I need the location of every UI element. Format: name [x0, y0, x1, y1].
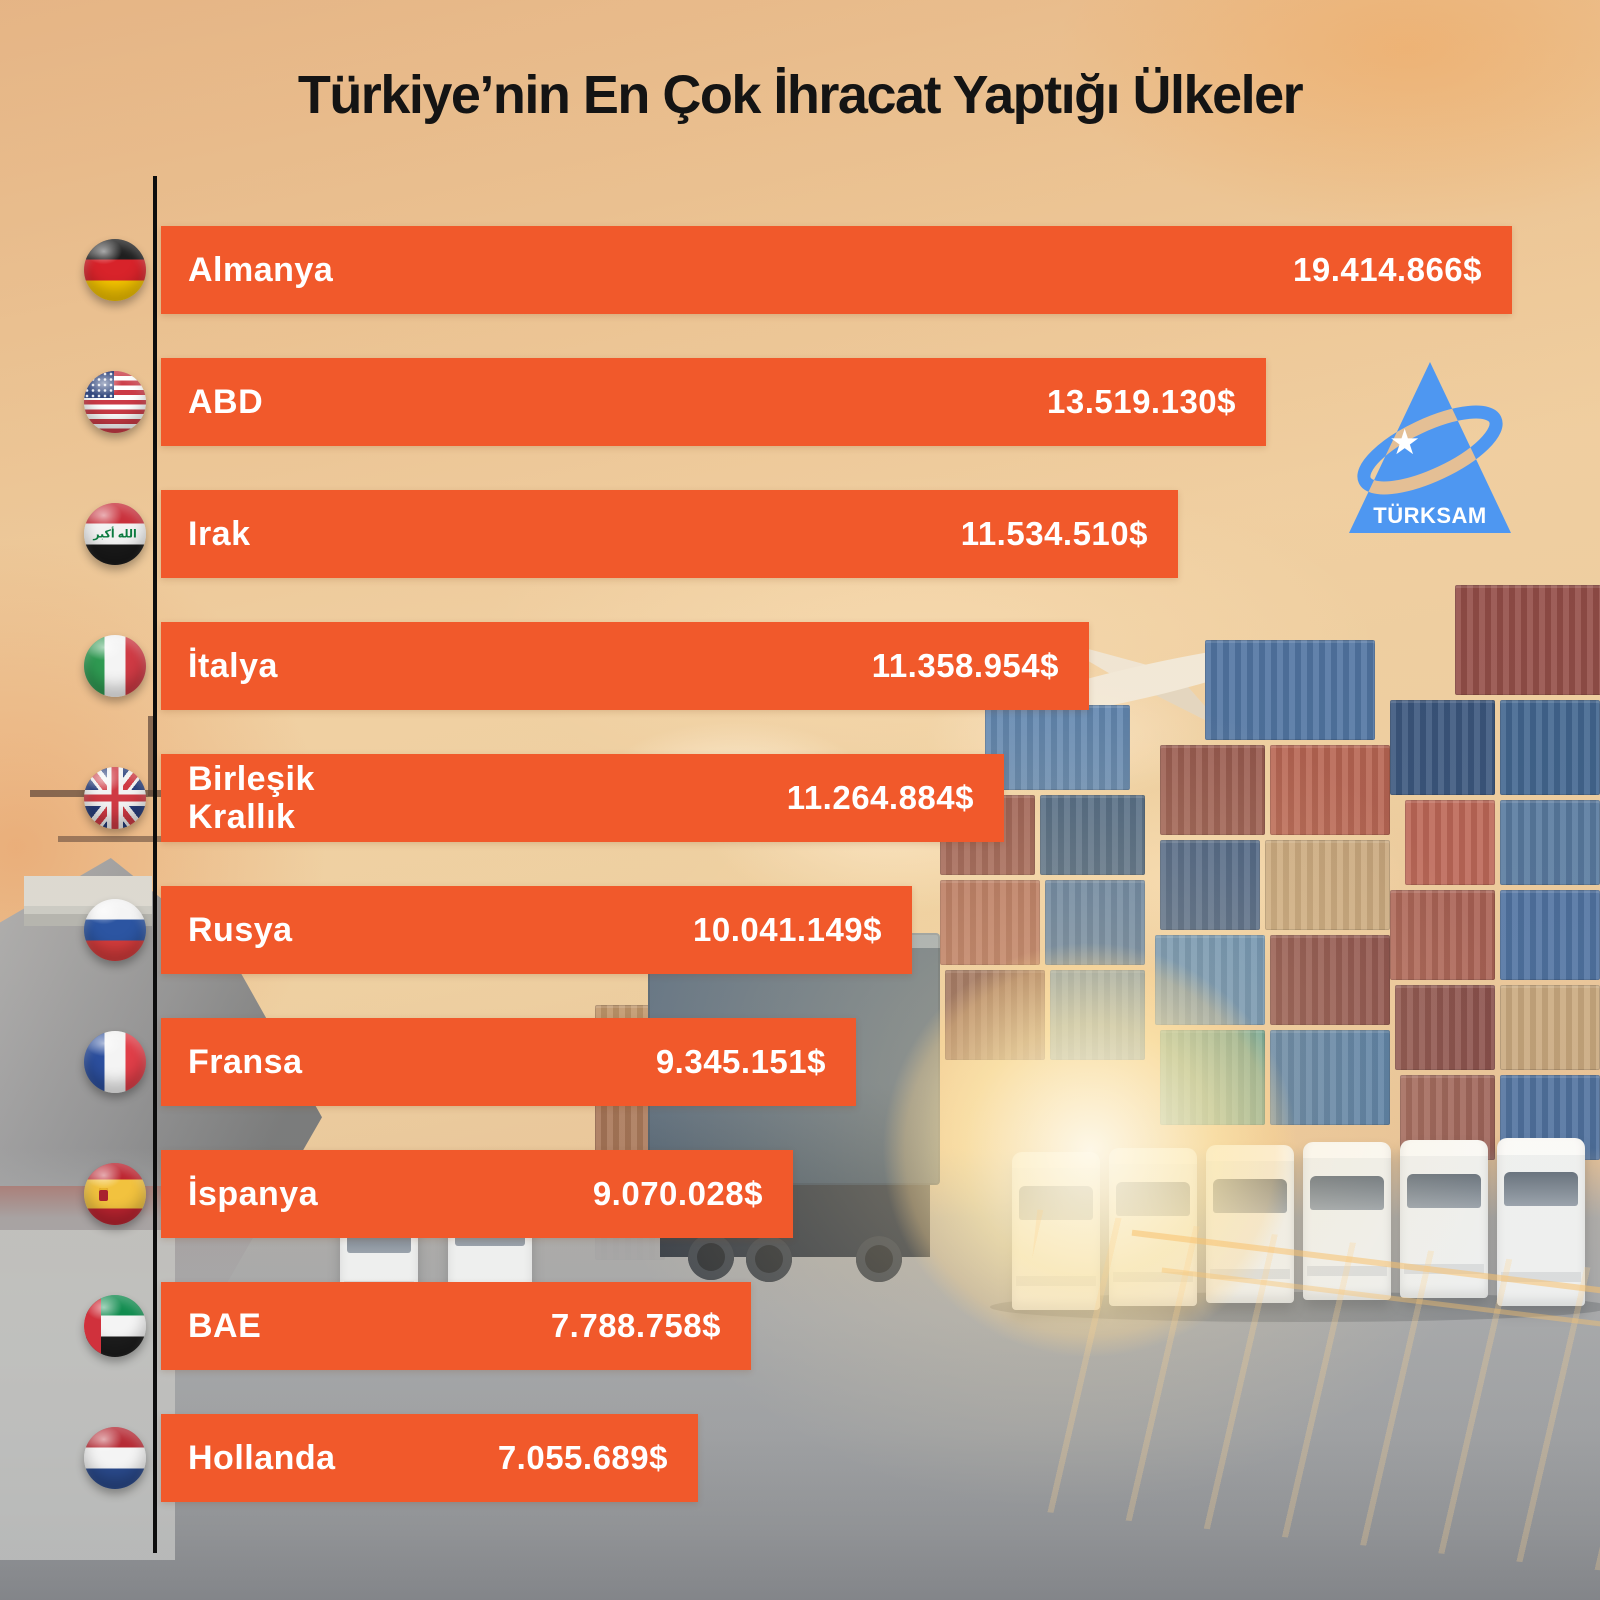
flag-spain-icon	[84, 1163, 146, 1225]
water-dock	[0, 1230, 175, 1560]
flag-usa-icon	[84, 371, 146, 433]
bar: Fransa 9.345.151$	[161, 1018, 856, 1106]
bar-label: Rusya	[188, 910, 293, 949]
bar-value: 9.070.028$	[592, 1175, 763, 1212]
bar-label: ABD	[188, 382, 264, 421]
logo-text: TÜRKSAM	[1373, 503, 1487, 528]
bar-label: Fransa	[188, 1042, 303, 1081]
bar-value: 10.041.149$	[692, 911, 882, 948]
crane-mast	[148, 716, 156, 796]
bar: Almanya 19.414.866$	[161, 226, 1512, 314]
bar-value: 7.788.758$	[550, 1307, 721, 1344]
axis-line	[153, 176, 157, 1553]
bar-label: Irak	[188, 514, 251, 553]
bar-row-russia: Rusya 10.041.149$	[0, 886, 1600, 974]
bar-row-italy: İtalya 11.358.954$	[0, 622, 1600, 710]
bar-value: 13.519.130$	[1046, 383, 1236, 420]
bar-label: Birleşik Krallık	[188, 759, 315, 836]
bar-row-france: Fransa 9.345.151$	[0, 1018, 1600, 1106]
bar-label: Hollanda	[188, 1438, 336, 1477]
bar-row-uk: Birleşik Krallık 11.264.884$	[0, 754, 1600, 842]
bar-row-usa: ABD 13.519.130$	[0, 358, 1600, 446]
bar: Hollanda 7.055.689$	[161, 1414, 698, 1502]
bar: İtalya 11.358.954$	[161, 622, 1089, 710]
truck-wheel	[746, 1236, 792, 1282]
bar: İspanya 9.070.028$	[161, 1150, 793, 1238]
bar-value: 7.055.689$	[497, 1439, 668, 1476]
flag-russia-icon	[84, 899, 146, 961]
bar: Irak 11.534.510$	[161, 490, 1178, 578]
bar-value: 9.345.151$	[655, 1043, 826, 1080]
flag-iraq-icon	[84, 503, 146, 565]
flag-uk-icon	[84, 767, 146, 829]
bar-label: İtalya	[188, 646, 278, 685]
bar: Birleşik Krallık 11.264.884$	[161, 754, 1004, 842]
bar-label: BAE	[188, 1306, 262, 1345]
bar: ABD 13.519.130$	[161, 358, 1266, 446]
truck-wheel	[688, 1234, 734, 1280]
bar-row-netherlands: Hollanda 7.055.689$	[0, 1414, 1600, 1502]
bar: BAE 7.788.758$	[161, 1282, 751, 1370]
bar-value: 11.358.954$	[871, 647, 1059, 684]
bar-row-iraq: Irak 11.534.510$	[0, 490, 1600, 578]
flag-germany-icon	[84, 239, 146, 301]
turksam-logo: ★ TÜRKSAM	[1345, 358, 1515, 533]
bar-row-germany: Almanya 19.414.866$	[0, 226, 1600, 314]
flag-uae-icon	[84, 1295, 146, 1357]
page-title: Türkiye’nin En Çok İhracat Yaptığı Ülkel…	[297, 65, 1304, 125]
flag-france-icon	[84, 1031, 146, 1093]
bar-value: 11.264.884$	[786, 779, 974, 816]
bar-value: 11.534.510$	[960, 515, 1148, 552]
bar-row-uae: BAE 7.788.758$	[0, 1282, 1600, 1370]
bar-row-spain: İspanya 9.070.028$	[0, 1150, 1600, 1238]
logo-star-icon: ★	[1389, 423, 1420, 462]
bar-value: 19.414.866$	[1292, 251, 1482, 288]
bar: Rusya 10.041.149$	[161, 886, 912, 974]
flag-netherlands-icon	[84, 1427, 146, 1489]
bar-label: İspanya	[188, 1174, 319, 1213]
flag-italy-icon	[84, 635, 146, 697]
bar-label: Almanya	[188, 250, 334, 289]
